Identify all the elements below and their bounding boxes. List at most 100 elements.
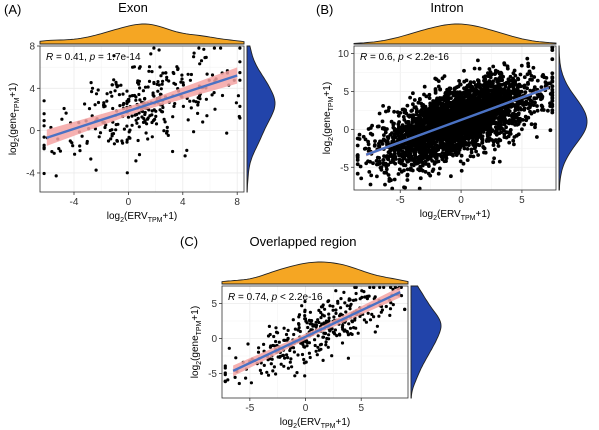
data-point <box>461 161 466 166</box>
data-point <box>108 128 112 133</box>
data-point <box>334 308 338 312</box>
data-point <box>463 110 468 115</box>
panel-b: (B) Intron -5 0 5 -5 0 5 10 R = 0.6, p < 2.2e-16 l… <box>316 0 588 222</box>
data-point <box>196 96 200 100</box>
y-axis-label-ylabel-main: log <box>322 141 333 154</box>
data-point <box>469 150 474 155</box>
data-point <box>529 111 534 116</box>
data-point <box>352 326 356 330</box>
stat-stat-r: R <box>228 292 235 303</box>
data-point <box>165 125 169 129</box>
data-point <box>181 83 185 87</box>
data-point <box>327 312 331 316</box>
stat-stat-r-text: = 0.6, <box>367 52 398 63</box>
data-point <box>431 135 436 139</box>
x-axis-label-xlabel-sub: 2 <box>433 215 437 222</box>
panel-title: Intron <box>430 0 463 15</box>
data-point <box>454 129 458 134</box>
data-point <box>365 297 369 301</box>
data-point <box>313 343 317 348</box>
data-point <box>138 98 142 102</box>
x-axis-label: log2(ERVTPM+1) <box>107 211 178 224</box>
data-point <box>223 379 227 383</box>
data-point <box>491 160 496 165</box>
data-point <box>500 95 505 99</box>
data-point <box>317 320 321 325</box>
data-point <box>354 285 358 289</box>
data-point <box>159 74 163 78</box>
data-point <box>166 133 170 137</box>
x-density <box>221 261 409 285</box>
data-point <box>185 148 189 152</box>
y-axis-label-ylabel-tpm: TPM <box>196 320 203 335</box>
x-density <box>39 23 245 45</box>
data-point <box>93 103 97 107</box>
data-point <box>356 331 360 335</box>
data-point <box>283 338 287 342</box>
data-point <box>462 146 467 151</box>
data-point <box>359 176 364 181</box>
data-point <box>180 77 184 81</box>
data-point <box>424 162 428 166</box>
data-point <box>150 135 154 139</box>
data-point <box>399 285 403 289</box>
data-point <box>477 97 481 101</box>
data-point <box>151 93 155 97</box>
data-point <box>398 111 403 115</box>
data-point <box>289 357 293 361</box>
data-point <box>274 339 278 344</box>
data-point <box>413 152 418 157</box>
data-point <box>436 159 441 164</box>
data-point <box>453 125 458 129</box>
data-point <box>348 304 352 308</box>
data-point <box>85 141 89 145</box>
data-point <box>399 125 403 130</box>
stat-annotation: R = 0.6, p < 2.2e-16 <box>360 52 449 63</box>
data-point <box>288 348 292 353</box>
data-point <box>472 116 477 121</box>
data-point <box>154 109 158 113</box>
data-point <box>413 105 418 109</box>
data-point <box>343 301 347 305</box>
data-point <box>150 113 154 117</box>
data-point <box>396 172 401 176</box>
data-point <box>400 134 405 138</box>
data-point <box>189 72 193 77</box>
data-point <box>477 66 482 71</box>
y-axis-label-ylabel-end: +1) <box>8 83 19 98</box>
data-point <box>493 147 497 152</box>
data-point <box>397 153 401 158</box>
data-point <box>539 85 544 89</box>
data-point <box>384 109 388 114</box>
data-point <box>121 92 125 96</box>
x-axis-label-xlabel-rest: (ERV <box>124 211 148 222</box>
data-point <box>244 376 248 380</box>
data-point <box>414 110 419 114</box>
data-point <box>491 64 496 69</box>
data-point <box>375 174 379 179</box>
data-point <box>497 78 502 83</box>
data-point <box>60 117 64 121</box>
data-point <box>408 114 413 118</box>
data-point <box>152 46 156 50</box>
data-point <box>427 92 432 97</box>
stat-stat-p-text: < 2.2e-16 <box>404 52 450 63</box>
data-point <box>212 91 216 95</box>
data-point <box>118 104 122 108</box>
panel-title: Overlapped region <box>250 234 357 249</box>
data-point <box>256 350 261 354</box>
data-point <box>459 109 464 114</box>
data-point <box>424 151 429 156</box>
data-point <box>455 105 459 110</box>
data-point <box>489 97 494 102</box>
data-point <box>413 143 417 148</box>
data-point <box>427 164 431 169</box>
data-point <box>489 119 494 124</box>
data-point <box>520 127 524 132</box>
data-point <box>415 161 420 166</box>
data-point <box>437 153 442 157</box>
data-point <box>134 159 138 163</box>
data-point <box>188 99 192 103</box>
data-point <box>465 98 470 103</box>
data-point <box>156 89 160 93</box>
